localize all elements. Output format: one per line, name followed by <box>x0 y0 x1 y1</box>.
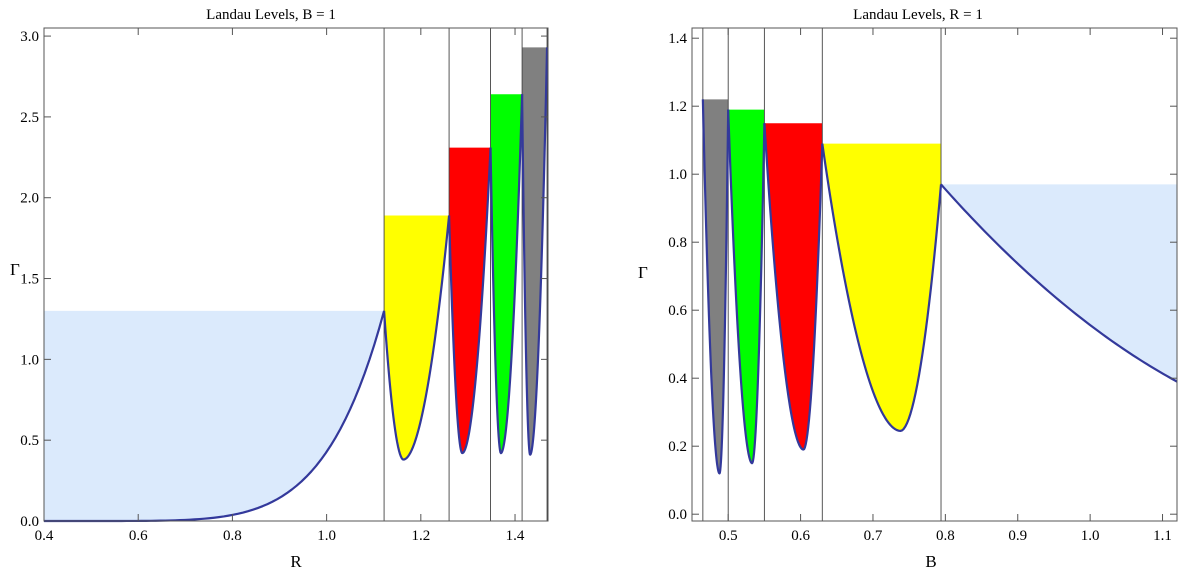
region-fill <box>490 94 523 454</box>
region-fill <box>764 123 823 450</box>
y-tick-label: 3.0 <box>20 29 39 45</box>
x-tick-label: 0.8 <box>936 528 955 544</box>
y-tick-label: 0.0 <box>20 514 39 530</box>
y-tick-label: 2.0 <box>20 191 39 207</box>
y-tick-label: 0.0 <box>668 507 687 523</box>
region-fill <box>449 147 491 454</box>
curve-segment <box>763 123 824 451</box>
y-tick-label: 0.5 <box>20 433 39 449</box>
plot-frame <box>691 27 1178 522</box>
region-fill <box>384 215 450 460</box>
y-tick-label: 2.5 <box>20 110 39 126</box>
curve-segment <box>489 94 524 455</box>
curve-segment <box>520 47 549 456</box>
y-tick-label: 0.4 <box>668 371 687 387</box>
y-tick-label: 1.0 <box>20 352 39 368</box>
region-fill <box>822 143 942 431</box>
gamma-curve <box>701 99 1178 475</box>
y-tick-label: 1.0 <box>668 167 687 183</box>
filled-regions <box>702 99 1177 474</box>
chart-landau-levels-r: Landau Levels, R = 1 0.5 0.6 0.7 0.8 0.9 1.0 1… <box>638 7 1178 571</box>
filled-regions <box>44 47 548 521</box>
x-tick-label: 1.4 <box>506 528 525 544</box>
x-tick-label: 0.4 <box>35 528 54 544</box>
x-axis-ticks: 0.5 0.6 0.7 0.8 0.9 1.0 1.1 <box>719 28 1172 544</box>
chart-landau-levels-b: Landau Levels, B = 1 0.4 0.6 0.8 1.0 1.2 1.4 … <box>10 7 549 571</box>
x-axis-ticks: 0.4 0.6 0.8 1.0 1.2 1.4 <box>35 28 525 544</box>
y-axis-ticks: 0.0 0.2 0.4 0.6 0.8 1.0 1.2 1.4 <box>668 31 1177 523</box>
x-tick-label: 0.6 <box>129 528 148 544</box>
x-tick-label: 0.9 <box>1008 528 1027 544</box>
y-axis-ticks: 0.0 0.5 1.0 1.5 2.0 2.5 3.0 <box>20 29 548 530</box>
y-tick-label: 0.6 <box>668 303 687 319</box>
y-axis-label: Γ <box>10 260 20 279</box>
region-fill <box>941 184 1177 382</box>
plot-frame <box>43 27 549 522</box>
curve-segment <box>727 109 766 465</box>
x-tick-label: 1.0 <box>1081 528 1100 544</box>
y-tick-label: 0.8 <box>668 235 687 251</box>
x-tick-label: 1.1 <box>1153 528 1172 544</box>
curve-segment <box>940 183 1178 383</box>
chart-title: Landau Levels, R = 1 <box>853 7 983 23</box>
region-fill <box>44 310 385 521</box>
y-tick-label: 1.5 <box>20 272 39 288</box>
x-axis-label: R <box>290 552 302 571</box>
curve-segment <box>701 99 730 475</box>
y-tick-label: 1.4 <box>668 31 687 47</box>
x-tick-label: 0.6 <box>791 528 810 544</box>
x-tick-label: 1.2 <box>411 528 430 544</box>
region-fill <box>522 47 548 455</box>
curve-segment <box>821 143 943 432</box>
region-fill <box>702 99 729 474</box>
chart-title: Landau Levels, B = 1 <box>206 7 336 23</box>
x-tick-label: 0.7 <box>864 528 883 544</box>
x-axis-label: B <box>925 552 936 571</box>
y-tick-label: 0.2 <box>668 439 687 455</box>
x-tick-label: 0.5 <box>719 528 738 544</box>
region-fill <box>728 109 765 464</box>
y-tick-label: 1.2 <box>668 99 687 115</box>
x-tick-label: 0.8 <box>223 528 242 544</box>
curve-segment <box>447 147 492 455</box>
x-tick-label: 1.0 <box>317 528 336 544</box>
y-axis-label: Γ <box>638 263 648 282</box>
curve-segment <box>382 215 451 461</box>
